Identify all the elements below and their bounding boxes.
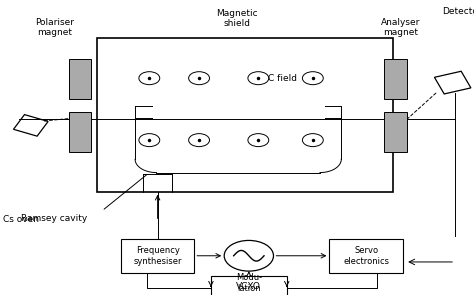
Bar — [384, 112, 407, 152]
Bar — [69, 59, 91, 99]
Bar — [384, 59, 407, 99]
Text: Ramsey cavity: Ramsey cavity — [21, 214, 88, 223]
Text: C field: C field — [268, 74, 297, 83]
Bar — [97, 38, 393, 192]
Bar — [69, 112, 91, 152]
Bar — [121, 239, 194, 273]
Text: Frequency
synthesiser: Frequency synthesiser — [133, 246, 182, 266]
Text: Modu-
lation: Modu- lation — [236, 273, 262, 293]
Text: Polariser
magnet: Polariser magnet — [35, 18, 74, 37]
Text: Detector: Detector — [442, 7, 474, 17]
Text: Magnetic
shield: Magnetic shield — [216, 9, 258, 28]
Bar — [211, 276, 287, 295]
Text: Servo
electronics: Servo electronics — [343, 246, 389, 266]
Bar — [329, 239, 403, 273]
Text: Cs oven: Cs oven — [3, 215, 39, 224]
Text: Analyser
magnet: Analyser magnet — [381, 18, 420, 37]
Text: VCXO: VCXO — [237, 282, 261, 291]
